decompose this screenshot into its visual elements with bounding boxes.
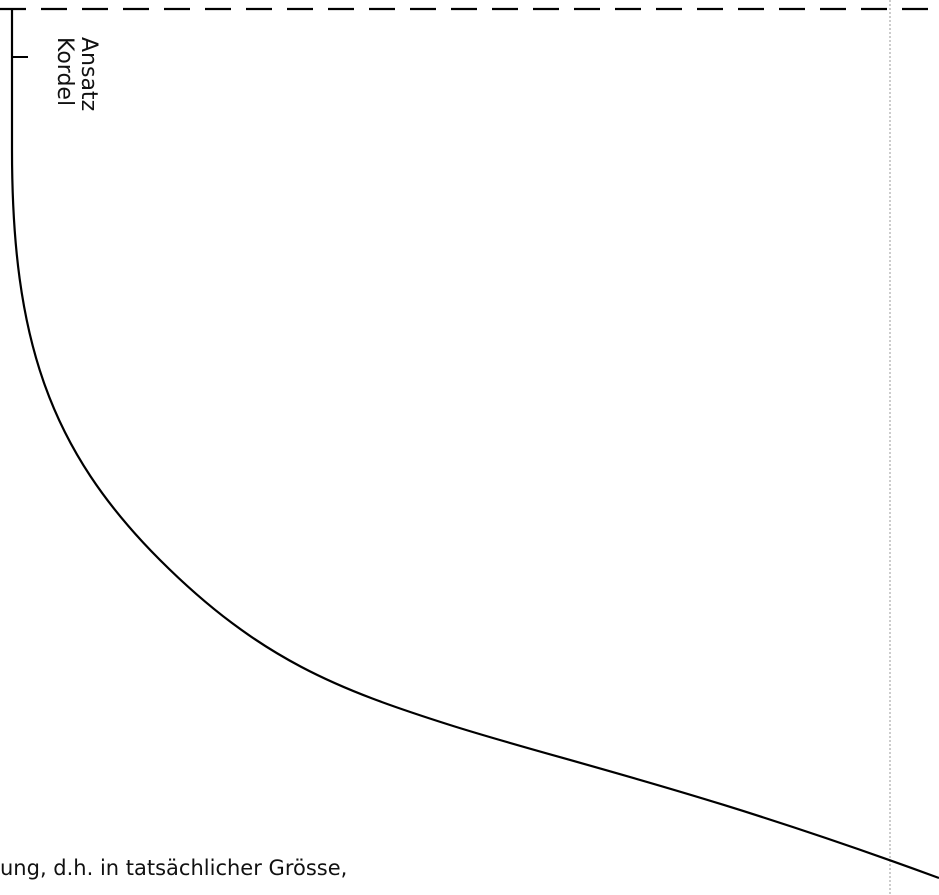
footer-note: ung, d.h. in tatsächlicher Grösse,	[0, 856, 348, 880]
cutting-line	[10, 9, 939, 880]
marker-label-line2: Kordel	[52, 37, 77, 107]
marker-label-line1: Ansatz	[76, 37, 101, 112]
cord-attachment-label: Ansatz Kordel	[40, 37, 101, 147]
